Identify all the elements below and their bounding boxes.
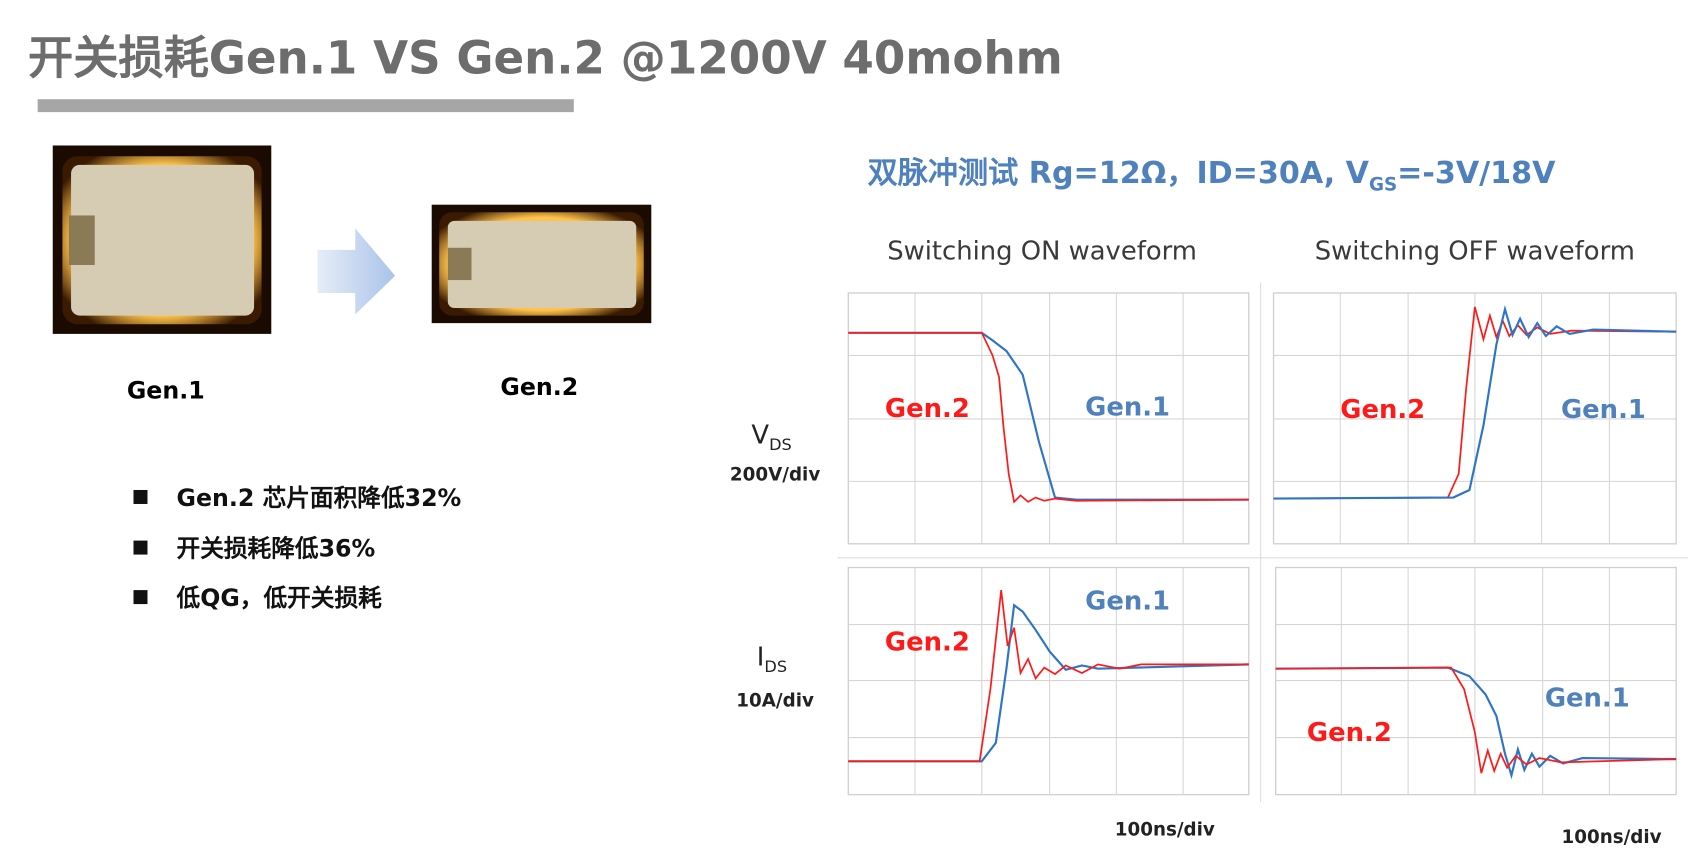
scope-frame (847, 292, 1250, 545)
trace-label-gen1: Gen.1 (1085, 393, 1170, 423)
row-symbol: I (757, 642, 765, 672)
scope-frame (847, 566, 1250, 796)
bullet (133, 540, 148, 555)
title-underline (37, 99, 574, 113)
row-scale: 200V/div (730, 464, 820, 485)
bullet-text: 开关损耗降低36% (177, 535, 376, 563)
time-scale: 100ns/div (1562, 827, 1662, 848)
bullet (133, 489, 148, 504)
trace-gen2 (848, 589, 1249, 763)
trace-gen1 (848, 603, 1249, 763)
trace-label-gen2: Gen.2 (885, 627, 970, 657)
chip-pad (68, 215, 95, 265)
bullet-text: Gen.2 芯片面积降低32% (177, 484, 462, 512)
scope-frame (1272, 292, 1677, 545)
chip-label: Gen.1 (127, 376, 205, 404)
row-sub: DS (764, 657, 787, 676)
title: 开关损耗Gen.1 VS Gen.2 @1200V 40mohm (28, 31, 1063, 84)
trace-gen2 (848, 331, 1249, 504)
trace-label-gen1: Gen.1 (1561, 395, 1646, 425)
trace-label-gen2: Gen.2 (1340, 395, 1425, 425)
trace-label-gen2: Gen.2 (1307, 718, 1392, 748)
scope-frame (1275, 566, 1677, 796)
test-condition: 双脉冲测试 Rg=12Ω，ID=30A, VGS=-3V/18V (868, 156, 1556, 196)
chip-label: Gen.2 (500, 373, 578, 401)
bullet (133, 590, 148, 605)
test-suffix: =-3V/18V (1397, 156, 1556, 191)
trace-label-gen2: Gen.2 (885, 394, 970, 424)
chip-die (447, 220, 637, 309)
test-sub: GS (1369, 175, 1397, 196)
test-prefix: 双脉冲测试 Rg=12Ω，ID=30A, V (868, 156, 1370, 191)
trace-gen1 (1275, 666, 1677, 780)
column-title: Switching OFF waveform (1315, 237, 1635, 267)
row-symbol: V (751, 421, 769, 451)
trace-label-gen1: Gen.1 (1085, 586, 1170, 616)
row-label: IDS (757, 642, 787, 675)
column-title: Switching ON waveform (887, 237, 1197, 267)
time-scale: 100ns/div (1115, 820, 1215, 841)
trace-gen1 (1273, 304, 1677, 500)
arrow (317, 228, 396, 315)
chip-die (71, 164, 255, 316)
trace-gen2 (1275, 666, 1677, 774)
row-label: VDS (751, 421, 791, 454)
chip-pad (447, 247, 472, 281)
trace-label-gen1: Gen.1 (1545, 683, 1630, 713)
trace-gen1 (848, 331, 1249, 501)
row-scale: 10A/div (736, 690, 814, 711)
bullet-text: 低QG，低开关损耗 (176, 584, 383, 612)
row-sub: DS (769, 435, 792, 454)
